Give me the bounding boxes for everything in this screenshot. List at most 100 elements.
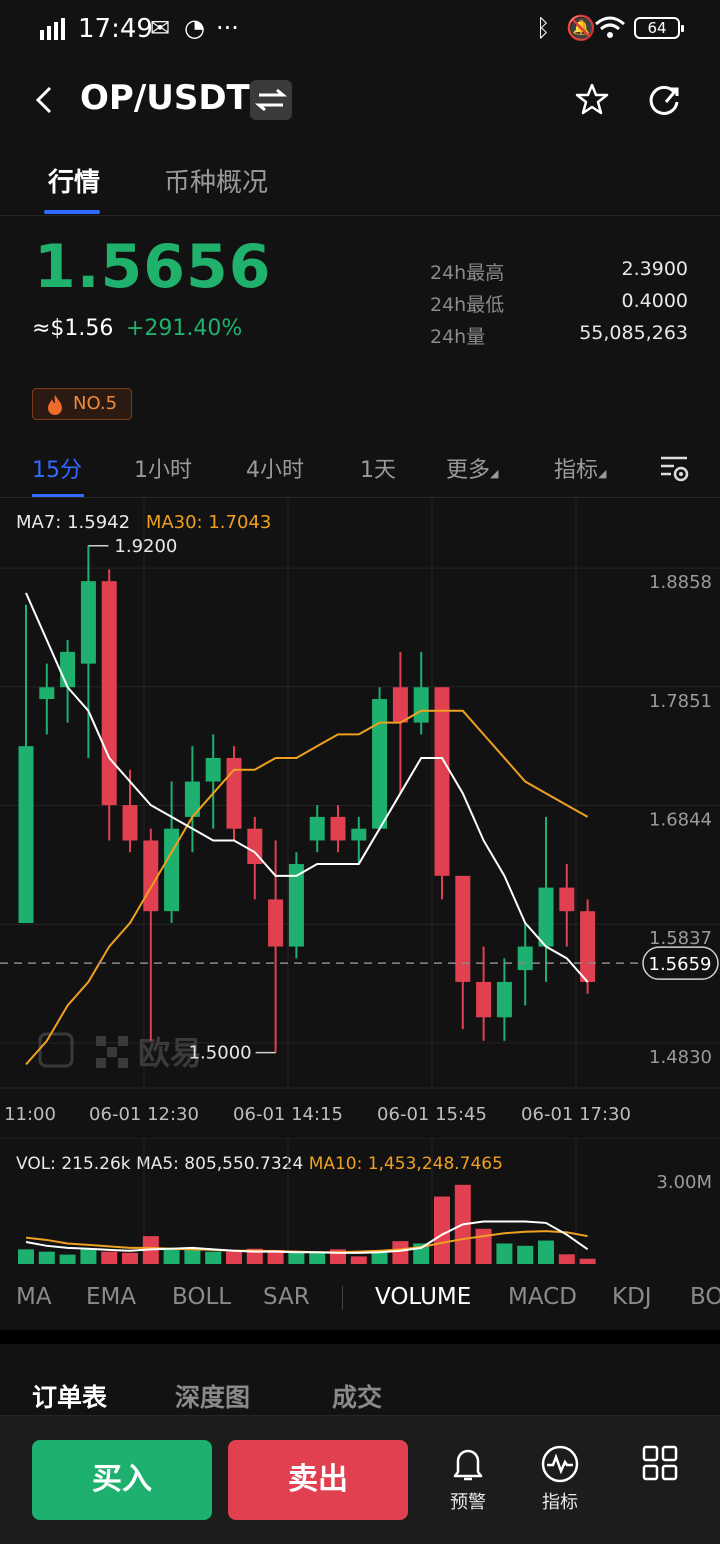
candle-down xyxy=(122,805,138,841)
swap-arrows-icon[interactable] xyxy=(250,80,292,120)
watermark-text: 欧易 xyxy=(138,1034,202,1072)
volume-bar-up xyxy=(496,1243,513,1264)
volume-bar-down xyxy=(101,1251,118,1264)
candle-up xyxy=(164,828,180,912)
stat-row: 24h量 55,085,263 xyxy=(430,322,688,354)
indicator-bar: MA EMA BOLL SAR VOLUME MACD KDJ BOLL xyxy=(0,1264,720,1330)
stat-value: 2.3900 xyxy=(621,258,688,280)
logo-icon xyxy=(96,1058,106,1068)
ma30-line xyxy=(25,709,589,1066)
pair-title[interactable]: OP/USDT xyxy=(80,78,250,118)
stat-label: 24h最低 xyxy=(430,294,505,316)
tab-depth-chart[interactable]: 深度图 xyxy=(175,1383,251,1412)
candle-up xyxy=(18,746,34,923)
candle-down xyxy=(559,887,575,912)
mail-icon: ✉ xyxy=(150,14,171,42)
volume-bar-up xyxy=(517,1245,534,1264)
fullscreen-icon xyxy=(38,1032,74,1068)
ma7-label: MA7: 1.5942 xyxy=(16,512,131,533)
current-price-text: 1.5659 xyxy=(649,954,712,975)
mute-bell-icon: 🔕 xyxy=(566,14,596,42)
volume-bar-up xyxy=(205,1251,222,1264)
timeframe-tabs: 15分 1小时 4小时 1天 更多◢ 指标◢ xyxy=(0,440,720,498)
volume-bar-up xyxy=(18,1249,34,1264)
grid-menu-button[interactable] xyxy=(628,1444,692,1486)
volume-bar-up xyxy=(538,1240,554,1264)
indicator-button[interactable]: 指标 xyxy=(532,1444,588,1514)
volume-chart: 3.00M xyxy=(0,1138,720,1264)
book-tabs: 订单表 深度图 成交 xyxy=(0,1344,720,1416)
chart-settings-icon[interactable] xyxy=(658,452,690,484)
top-tabs: 行情 币种概况 xyxy=(0,150,720,216)
price-tick-label: 1.5837 xyxy=(649,928,712,949)
stat-value: 55,085,263 xyxy=(579,322,688,344)
candle-up xyxy=(496,981,512,1018)
rank-badge[interactable]: NO.5 xyxy=(32,388,133,420)
ind-kdj[interactable]: KDJ xyxy=(612,1284,652,1310)
candle-down xyxy=(580,911,596,982)
ind-sar[interactable]: SAR xyxy=(263,1284,310,1310)
vol-ma5-label: MA5: 805,550.7324 xyxy=(136,1154,304,1174)
ma-legend: MA7: 1.5942 MA30: 1.7043 xyxy=(16,512,271,533)
fire-icon xyxy=(48,395,62,415)
tf-1d[interactable]: 1天 xyxy=(360,458,396,483)
vol-ma10-label: MA10: 1,453,248.7465 xyxy=(308,1154,503,1174)
indicator-divider xyxy=(342,1286,343,1310)
logo-icon xyxy=(96,1036,106,1046)
tf-indicators[interactable]: 指标◢ xyxy=(554,452,606,484)
change-percent: +291.40% xyxy=(126,316,243,341)
rank-label: NO.5 xyxy=(73,393,118,414)
tf-more-label: 更多 xyxy=(446,458,491,483)
candle-down xyxy=(476,981,492,1018)
indicator-label: 指标 xyxy=(542,1492,578,1513)
ind-ma[interactable]: MA xyxy=(16,1284,52,1310)
volume-bar-down xyxy=(434,1196,450,1264)
volume-bar-up xyxy=(184,1249,201,1264)
tab-underline xyxy=(44,210,100,214)
ind-boll-2[interactable]: BOLL xyxy=(690,1284,720,1310)
ind-macd[interactable]: MACD xyxy=(508,1284,577,1310)
candle-up xyxy=(372,699,388,829)
pulse-icon xyxy=(541,1445,579,1483)
candle-down xyxy=(226,757,242,829)
tf-1h[interactable]: 1小时 xyxy=(134,458,192,483)
bell-icon xyxy=(453,1449,483,1481)
volume-bar-up xyxy=(163,1249,180,1264)
stat-label: 24h量 xyxy=(430,326,486,348)
tf-indicators-label: 指标 xyxy=(554,458,599,483)
logo-icon xyxy=(118,1036,128,1046)
candle-up xyxy=(351,828,367,841)
stat-label: 24h最高 xyxy=(430,262,505,284)
price-tick-label: 1.7851 xyxy=(649,691,712,712)
bluetooth-icon: ᛒ xyxy=(536,14,551,42)
top-header: OP/USDT xyxy=(0,62,720,142)
tf-underline xyxy=(32,494,84,497)
alert-button[interactable]: 预警 xyxy=(436,1444,500,1514)
tab-order-book[interactable]: 订单表 xyxy=(32,1383,108,1412)
tf-15m[interactable]: 15分 xyxy=(32,458,82,483)
ind-boll[interactable]: BOLL xyxy=(172,1284,232,1310)
tf-more[interactable]: 更多◢ xyxy=(446,452,498,484)
volume-bar-up xyxy=(59,1254,76,1264)
ma30-label: MA30: 1.7043 xyxy=(145,512,272,533)
volume-legend: VOL: 215.26k MA5: 805,550.7324 MA10: 1,4… xyxy=(16,1154,503,1174)
ind-volume[interactable]: VOLUME xyxy=(375,1284,472,1310)
ind-ema[interactable]: EMA xyxy=(86,1284,137,1310)
back-arrow-icon[interactable] xyxy=(26,80,66,120)
last-price: 1.5656 xyxy=(34,232,272,302)
sell-button[interactable]: 卖出 xyxy=(228,1440,408,1520)
current-price-tag xyxy=(642,946,719,980)
tab-market[interactable]: 行情 xyxy=(48,168,101,198)
buy-button[interactable]: 买入 xyxy=(32,1440,212,1520)
section-divider xyxy=(0,1330,720,1344)
candlestick-chart[interactable]: 1.8858 1.7851 1.6844 1.5837 1.4830 欧易 1.9200 1.… xyxy=(0,498,720,1138)
tab-coin-overview[interactable]: 币种概况 xyxy=(164,168,269,198)
price-tick-label: 1.6844 xyxy=(649,809,712,830)
share-icon[interactable] xyxy=(644,80,684,120)
volume-bar-down xyxy=(122,1252,138,1264)
star-icon[interactable] xyxy=(572,80,612,120)
tf-4h[interactable]: 4小时 xyxy=(246,458,304,483)
volume-bar-up xyxy=(309,1252,326,1264)
tab-trades[interactable]: 成交 xyxy=(332,1383,383,1412)
candle-up xyxy=(205,757,221,782)
